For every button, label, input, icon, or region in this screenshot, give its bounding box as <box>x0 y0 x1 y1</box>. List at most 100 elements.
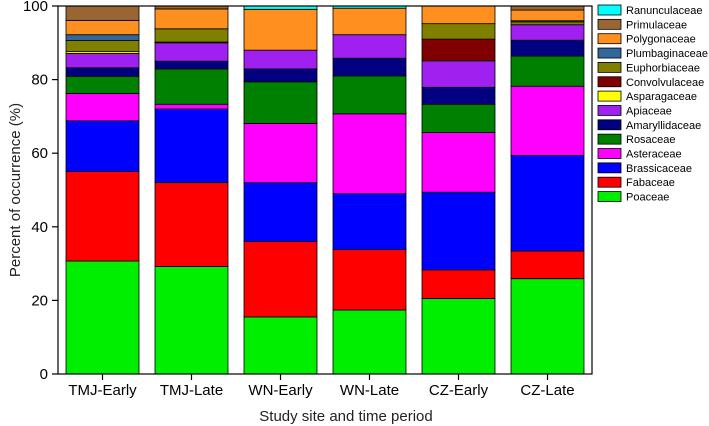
bar-segment-asteraceae-wn-early <box>243 122 318 184</box>
bar-segment-asteraceae-cz-late <box>510 85 585 156</box>
bar-segment-asteraceae-tmj-early <box>65 93 140 122</box>
bar-segment-rosaceae-cz-late <box>510 55 585 87</box>
legend-label-rosaceae: Rosaceae <box>626 134 676 146</box>
bar-segment-brassicaceae-tmj-late <box>154 108 229 184</box>
bar-segment-asteraceae-tmj-late <box>154 103 229 110</box>
bar-segment-polygonaceae-cz-late <box>510 9 585 22</box>
bar-segment-amaryllidaceae-cz-late <box>510 39 585 57</box>
legend-label-apiaceae: Apiaceae <box>626 105 672 117</box>
bar-segment-rosaceae-wn-late <box>332 75 407 115</box>
bar-segment-polygonaceae-tmj-early <box>65 19 140 36</box>
bar-segment-rosaceae-cz-early <box>421 103 496 133</box>
bar-segment-brassicaceae-cz-late <box>510 155 585 252</box>
legend-label-brassicaceae: Brassicaceae <box>626 163 692 175</box>
legend-label-polygonaceae: Polygonaceae <box>626 34 696 46</box>
x-tick-label: CZ-Late <box>520 382 574 399</box>
bar-segment-poaceae-cz-early <box>421 298 496 375</box>
legend-swatch-euphorbiaceae <box>597 62 622 73</box>
legend-label-poaceae: Poaceae <box>626 192 669 204</box>
legend-swatch-poaceae <box>597 191 622 202</box>
bar-segment-asteraceae-wn-late <box>332 113 407 195</box>
y-tick-label: 60 <box>31 145 48 162</box>
bar-segment-brassicaceae-tmj-early <box>65 120 140 173</box>
bar-segment-amaryllidaceae-wn-early <box>243 68 318 83</box>
legend-swatch-asteraceae <box>597 148 622 159</box>
bar-segment-fabaceae-wn-early <box>243 241 318 318</box>
bar-segment-fabaceae-cz-early <box>421 269 496 299</box>
bar-segment-fabaceae-tmj-late <box>154 182 229 267</box>
bar-segment-apiaceae-wn-early <box>243 49 318 70</box>
plot-frame <box>57 5 593 375</box>
bar-segment-asteraceae-cz-early <box>421 132 496 193</box>
x-tick-label: WN-Early <box>248 382 313 399</box>
legend: Ranunculaceae Primulaceae Polygonaceae Plum… <box>597 4 708 204</box>
legend-swatch-asparagaceae <box>597 90 622 102</box>
bar-segment-brassicaceae-cz-early <box>421 191 496 271</box>
bar-segment-fabaceae-tmj-early <box>65 171 140 262</box>
bar-segment-polygonaceae-tmj-late <box>154 8 229 30</box>
x-tick-label: CZ-Early <box>429 382 489 399</box>
x-tick-label: WN-Late <box>340 382 399 399</box>
legend-swatch-polygonaceae <box>597 33 622 45</box>
y-axis-label: Percent of occurrence (%) <box>7 103 24 277</box>
bar-segment-apiaceae-tmj-early <box>65 53 140 69</box>
bar-segment-rosaceae-tmj-early <box>65 75 140 94</box>
y-tick-label: 0 <box>40 366 48 383</box>
bar-segment-poaceae-cz-late <box>510 278 585 375</box>
x-tick-label: TMJ-Early <box>68 382 137 399</box>
y-tick-label: 80 <box>31 72 48 89</box>
bar-segment-poaceae-wn-early <box>243 316 318 375</box>
legend-swatch-brassicaceae <box>597 162 622 174</box>
bar-segment-plumbaginaceae-tmj-early <box>65 34 140 41</box>
legend-label-fabaceae: Fabaceae <box>626 177 675 189</box>
bar-segment-polygonaceae-cz-early <box>421 5 496 25</box>
legend-label-euphorbiaceae: Euphorbiaceae <box>626 62 700 74</box>
bar-segment-amaryllidaceae-tmj-early <box>65 67 140 77</box>
bar-segment-poaceae-tmj-early <box>65 260 140 375</box>
legend-label-plumbaginaceae: Plumbaginaceae <box>626 48 708 60</box>
legend-label-asteraceae: Asteraceae <box>626 149 682 161</box>
legend-label-asparagaceae: Asparagaceae <box>626 91 697 103</box>
bar-segment-apiaceae-wn-late <box>332 34 407 59</box>
legend-label-convolvulaceae: Convolvulaceae <box>626 77 704 89</box>
legend-swatch-convolvulaceae <box>597 76 622 88</box>
axes-layer <box>52 5 593 380</box>
legend-swatch-primulaceae <box>597 18 622 30</box>
bar-segment-brassicaceae-wn-late <box>332 193 407 251</box>
y-tick-label: 100 <box>23 0 48 15</box>
bar-segment-polygonaceae-wn-late <box>332 7 407 36</box>
bar-segment-euphorbiaceae-cz-late <box>510 21 585 26</box>
bar-segment-fabaceae-wn-late <box>332 249 407 311</box>
legend-swatch-apiaceae <box>597 105 622 116</box>
legend-swatch-amaryllidaceae <box>597 119 622 131</box>
bar-segment-apiaceae-tmj-late <box>154 42 229 62</box>
legend-label-ranunculaceae: Ranunculaceae <box>626 5 702 17</box>
bar-segment-polygonaceae-wn-early <box>243 8 318 51</box>
legend-label-amaryllidaceae: Amaryllidaceae <box>626 120 701 132</box>
bar-segment-euphorbiaceae-cz-early <box>421 23 496 40</box>
bar-segment-rosaceae-wn-early <box>243 81 318 124</box>
bar-segment-poaceae-wn-late <box>332 309 407 375</box>
bar-segment-rosaceae-tmj-late <box>154 68 229 105</box>
legend-swatch-rosaceae <box>597 133 622 145</box>
y-tick-label: 20 <box>31 292 48 309</box>
bar-segment-amaryllidaceae-tmj-late <box>154 60 229 70</box>
bar-segment-euphorbiaceae-tmj-early <box>65 40 140 53</box>
bar-segment-amaryllidaceae-wn-late <box>332 57 407 77</box>
legend-label-primulaceae: Primulaceae <box>626 19 687 31</box>
bar-segment-primulaceae-cz-late <box>510 5 585 11</box>
bar-segment-convolvulaceae-cz-early <box>421 38 496 62</box>
bar-segment-apiaceae-cz-early <box>421 60 496 88</box>
bar-segment-amaryllidaceae-cz-early <box>421 86 496 105</box>
bar-segment-euphorbiaceae-tmj-late <box>154 28 229 43</box>
x-axis-label: Study site and time period <box>259 408 432 425</box>
bar-segment-brassicaceae-wn-early <box>243 182 318 242</box>
y-tick-label: 40 <box>31 219 48 236</box>
legend-swatch-ranunculaceae <box>597 4 622 16</box>
tick-labels: 0 20 40 60 80 100 TMJ-Early TMJ-Late WN-Early WN-… <box>23 0 575 399</box>
legend-swatch-fabaceae <box>597 176 622 188</box>
bar-segment-apiaceae-cz-late <box>510 24 585 41</box>
legend-swatch-plumbaginaceae <box>597 47 622 59</box>
x-tick-label: TMJ-Late <box>160 382 223 399</box>
bar-segment-poaceae-tmj-late <box>154 266 229 375</box>
